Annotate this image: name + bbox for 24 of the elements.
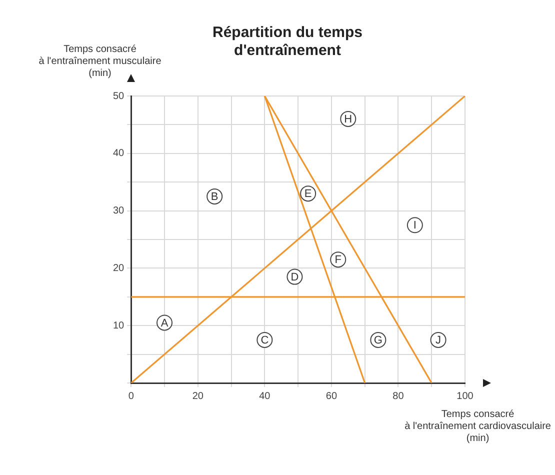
annotation: B	[210, 190, 218, 203]
annotation: I	[413, 220, 416, 232]
annotation: F	[334, 254, 342, 266]
x-tick-label: 100	[456, 390, 474, 402]
annotation: C	[260, 334, 269, 346]
y-tick-label: 30	[113, 206, 125, 217]
y-tick-label: 50	[113, 90, 125, 102]
y-tick-label: 10	[113, 320, 125, 332]
y-axis-title: Temps consacré à l'entraînement musculaire (min)	[38, 44, 162, 80]
annotation: H	[344, 113, 352, 126]
chart-title: Répartition du temps d'entraînement	[212, 24, 363, 60]
x-tick-label: 0	[128, 390, 134, 402]
annotation: E	[304, 188, 312, 200]
x-tick-label: 20	[192, 390, 204, 402]
y-tick-label: 20	[113, 262, 125, 274]
annotation: J	[436, 334, 442, 346]
x-tick-label: 60	[326, 390, 338, 402]
y-tick-label: 40	[113, 148, 125, 160]
x-tick-label: 40	[259, 390, 271, 402]
annotation: G	[374, 334, 382, 346]
annotation: A	[160, 317, 169, 330]
x-axis-title: Temps consacré à l'entraînement cardiovasculaire (min)	[404, 409, 551, 445]
x-tick-label: 80	[392, 390, 404, 402]
annotation: D	[290, 271, 299, 284]
